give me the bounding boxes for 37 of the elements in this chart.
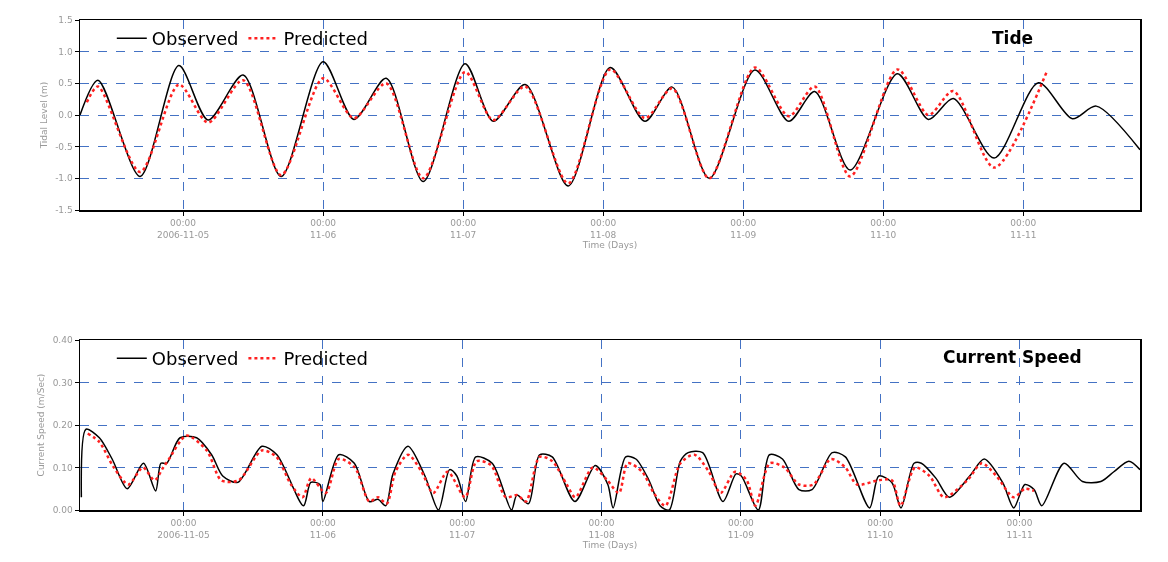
- y-tick-label: 1.5: [58, 15, 73, 26]
- x-tick-label: 00:00 11-07: [449, 518, 476, 540]
- x-tick-label: 00:00 11-06: [309, 518, 337, 540]
- y-tick-label: -1.5: [55, 205, 73, 216]
- chart-title: Current Speed: [943, 347, 1082, 367]
- text: Tide: [992, 28, 1034, 48]
- y-tick-label: 0.5: [58, 78, 73, 89]
- x-tick-label: 00:00 11-09: [727, 518, 755, 540]
- y-tick-label: -1.0: [55, 173, 73, 184]
- x-tick-label: 00:00 11-11: [1006, 518, 1033, 540]
- y-tick-label: 0.20: [52, 420, 73, 431]
- y-tick-label: 0.00: [52, 505, 73, 516]
- x-tick-label: 00:00 11-11: [1010, 218, 1037, 240]
- x-tick-label: 00:00 11-08: [590, 218, 617, 240]
- x-tick-label: 00:00 11-10: [870, 218, 897, 240]
- y-tick-label: 0.0: [58, 110, 73, 121]
- x-tick-label: 00:00 2006-11-05: [156, 218, 210, 240]
- y-axis-title: Current Speed (m/Sec): [36, 373, 47, 477]
- x-tick-label: 00:00 11-10: [867, 518, 894, 540]
- x-tick-label: 00:00 11-08: [588, 518, 615, 540]
- line-series: [86, 432, 1036, 507]
- legend-label: Observed: [151, 348, 239, 370]
- x-tick-label: 00:00 2006-11-05: [157, 518, 210, 540]
- x-tick-label: 00:00 11-07: [450, 218, 477, 240]
- y-tick-label: 0.10: [52, 462, 73, 473]
- x-tick-label: 00:00 11-09: [730, 218, 757, 240]
- y-tick-label: 1.0: [58, 46, 73, 57]
- x-axis-title: Time (Days): [581, 240, 638, 250]
- y-tick-label: 0.40: [52, 335, 73, 346]
- legend-label: Observed: [151, 28, 239, 50]
- x-axis-title: Time (Days): [581, 540, 638, 550]
- legend-label: Predicted: [283, 348, 368, 370]
- y-tick-label: -0.5: [55, 141, 73, 152]
- x-tick-label: 00:00 11-06: [310, 218, 337, 240]
- legend-label: Predicted: [283, 28, 368, 50]
- y-tick-label: 0.30: [52, 377, 73, 388]
- y-axis-title: Tidal Level (m): [38, 81, 49, 150]
